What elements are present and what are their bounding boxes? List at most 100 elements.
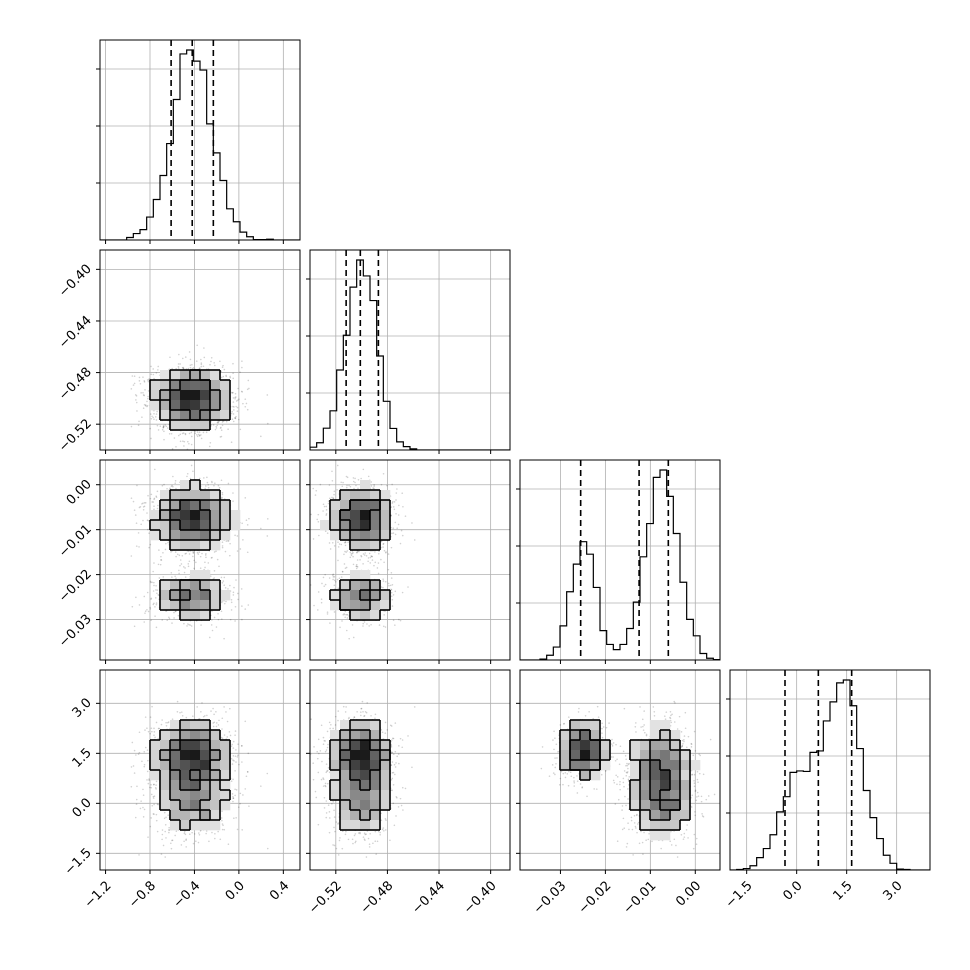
sample-point <box>322 576 325 579</box>
sample-point <box>359 559 361 561</box>
sample-point <box>187 623 189 625</box>
sample-point <box>356 551 358 553</box>
sample-point <box>184 356 187 358</box>
sample-point <box>316 609 319 611</box>
sample-point <box>198 434 201 437</box>
sample-point <box>148 532 150 534</box>
sample-point <box>388 584 390 587</box>
sample-point <box>152 603 155 606</box>
density-cell <box>200 570 211 581</box>
density-cell <box>220 520 231 531</box>
sample-point <box>210 557 213 559</box>
sample-point <box>332 574 334 576</box>
density-cell <box>200 600 211 611</box>
sample-point <box>155 602 158 604</box>
sample-point <box>200 437 203 440</box>
panel-1-0: −0.52−0.48−0.44−0.40 <box>56 249 301 455</box>
sample-point <box>162 427 165 429</box>
density-cell <box>210 390 221 401</box>
sample-point <box>237 399 239 401</box>
density-cell <box>170 490 181 501</box>
sample-point <box>404 515 407 517</box>
sample-point <box>199 555 202 558</box>
density-cell <box>180 490 191 501</box>
sample-point <box>376 567 379 569</box>
sample-point <box>333 576 336 578</box>
sample-point <box>232 391 234 394</box>
sample-point <box>221 491 224 494</box>
sample-point <box>221 546 224 549</box>
sample-point <box>189 366 192 369</box>
sample-point <box>173 437 176 439</box>
sample-point <box>177 365 180 368</box>
sample-point <box>192 552 195 554</box>
sample-point <box>171 448 174 450</box>
sample-point <box>173 617 175 619</box>
sample-point <box>220 426 222 429</box>
density-cell <box>200 590 211 601</box>
density-cell <box>200 520 211 531</box>
sample-point <box>143 595 146 598</box>
density-cell <box>200 610 211 621</box>
sample-point <box>210 423 213 426</box>
sample-point <box>204 485 207 487</box>
sample-point <box>186 625 188 627</box>
density-cell <box>170 500 181 511</box>
sample-point <box>209 441 212 444</box>
sample-point <box>193 567 195 570</box>
sample-point <box>182 566 185 568</box>
density-cell <box>200 380 211 391</box>
sample-point <box>152 368 154 370</box>
sample-point <box>246 551 249 554</box>
sample-point <box>184 433 187 436</box>
sample-point <box>208 636 211 639</box>
sample-point <box>196 551 199 554</box>
sample-point <box>168 616 170 619</box>
sample-point <box>349 551 352 554</box>
sample-point <box>135 399 137 401</box>
sample-point <box>153 508 155 511</box>
sample-point <box>220 376 223 379</box>
density-cell <box>180 370 191 381</box>
density-cell <box>170 540 181 551</box>
sample-point <box>325 509 328 511</box>
sample-point <box>229 542 231 545</box>
sample-point <box>372 487 374 489</box>
sample-point <box>143 621 146 623</box>
sample-point <box>187 440 189 443</box>
sample-point <box>155 413 158 415</box>
sample-point <box>142 506 145 508</box>
sample-point <box>213 362 215 364</box>
sample-point <box>140 523 142 526</box>
sample-point <box>229 584 231 587</box>
sample-point <box>241 360 243 362</box>
sample-point <box>224 587 227 589</box>
sample-point <box>132 384 135 386</box>
sample-point <box>244 608 247 610</box>
sample-point <box>223 602 226 605</box>
sample-point <box>225 420 228 423</box>
sample-point <box>232 492 234 494</box>
axes-frame <box>99 249 301 451</box>
sample-point <box>356 565 358 568</box>
sample-point <box>232 377 235 380</box>
sample-point <box>194 432 197 435</box>
sample-point <box>188 351 191 353</box>
density-cell <box>190 540 201 551</box>
sample-point <box>189 477 192 480</box>
sample-point <box>234 605 237 608</box>
sample-point <box>221 493 224 496</box>
sample-point <box>197 433 200 436</box>
sample-point <box>320 598 323 600</box>
sample-point <box>151 415 153 418</box>
sample-point <box>170 551 172 553</box>
y-tick-label: −0.01 <box>56 522 95 561</box>
sample-point <box>221 600 223 602</box>
density-cell <box>180 500 191 511</box>
sample-point <box>374 551 376 553</box>
density-cell <box>170 390 181 401</box>
sample-point <box>149 427 151 430</box>
sample-point <box>180 563 183 565</box>
sample-point <box>185 552 187 555</box>
